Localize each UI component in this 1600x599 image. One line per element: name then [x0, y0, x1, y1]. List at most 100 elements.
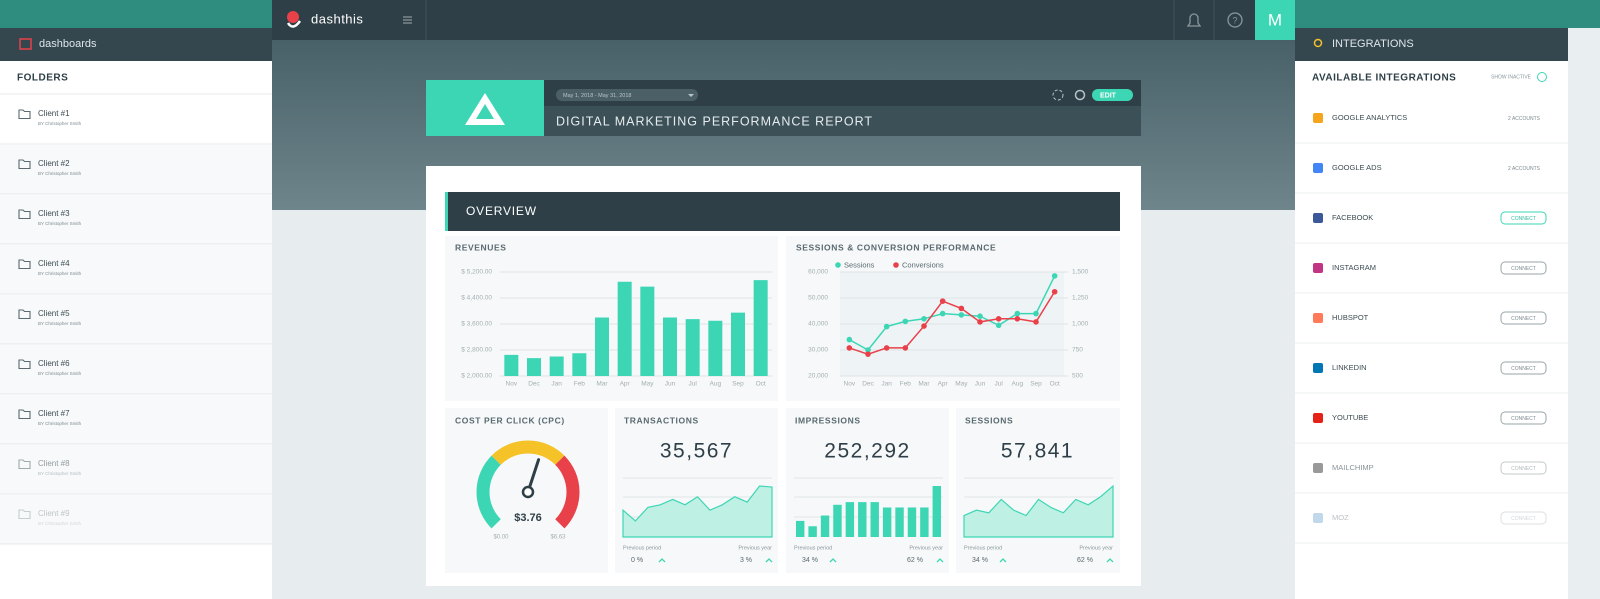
x-tick-label: Feb: [900, 381, 912, 388]
widget-title: IMPRESSIONS: [795, 415, 861, 425]
settings-button[interactable]: [1074, 89, 1086, 101]
share-button[interactable]: [1052, 89, 1064, 101]
client-row-bg: [0, 195, 272, 244]
show-inactive[interactable]: SHOW INACTIVE: [1491, 74, 1532, 80]
point: [921, 323, 927, 329]
up-arrow: [936, 558, 944, 563]
client-name[interactable]: Client #7: [38, 409, 70, 418]
y2-tick-label: 1,250: [1072, 295, 1089, 302]
client-row-bg: [0, 145, 272, 194]
integration-status: CONNECT: [1511, 366, 1536, 372]
widget: [445, 236, 778, 401]
integration-icon: [1313, 263, 1323, 273]
sparkline-bar: [808, 526, 817, 537]
client-name[interactable]: Client #8: [38, 459, 70, 468]
sparkline-bar: [870, 502, 879, 537]
y-tick-label: 50,000: [808, 295, 828, 302]
point: [939, 310, 946, 317]
compare-label: Previous period: [623, 545, 661, 551]
menu-button[interactable]: [403, 16, 412, 24]
point: [977, 319, 983, 325]
gauge-segment: [555, 455, 580, 529]
connect-button[interactable]: [1500, 311, 1547, 325]
client-name[interactable]: Client #2: [38, 159, 70, 168]
section-title: OVERVIEW: [466, 204, 537, 218]
point: [865, 347, 871, 353]
x-tick-label: May: [955, 381, 968, 388]
report-logo: [426, 80, 544, 136]
integration-name: GOOGLE ANALYTICS: [1332, 113, 1407, 122]
x-tick-label: Sep: [732, 381, 744, 388]
connect-button[interactable]: [1500, 461, 1547, 475]
notifications-button[interactable]: [1186, 13, 1202, 27]
folder-icon: [18, 459, 31, 470]
previous-period: 34 %: [972, 557, 988, 564]
date-picker[interactable]: [556, 89, 698, 101]
logo-text: dashthis: [311, 11, 363, 26]
point: [902, 318, 909, 325]
folders-label: FOLDERS: [17, 73, 68, 84]
bar: [504, 354, 519, 376]
report-logo-icon: [465, 93, 505, 125]
client-name[interactable]: Client #5: [38, 309, 70, 318]
x-tick-label: Jan: [551, 381, 562, 388]
point: [902, 345, 909, 351]
legend-label: Sessions: [844, 260, 875, 269]
integration-name: MAILCHIMP: [1332, 463, 1374, 472]
x-tick-label: Jul: [689, 381, 698, 388]
point: [846, 336, 853, 343]
legend-swatch: [835, 262, 841, 268]
y2-tick-label: 1,500: [1072, 269, 1089, 276]
report-title: DIGITAL MARKETING PERFORMANCE REPORT: [556, 114, 873, 128]
client-name[interactable]: Client #9: [38, 509, 70, 518]
x-tick-label: Oct: [1050, 381, 1060, 388]
widget-title: SESSIONS: [965, 415, 1013, 425]
x-tick-label: Mar: [596, 381, 608, 388]
connect-button[interactable]: [1500, 411, 1547, 425]
connect-button[interactable]: [1500, 261, 1547, 275]
client-owner: BY Christopher Smith: [38, 221, 82, 226]
client-owner: BY Christopher Smith: [38, 371, 82, 376]
show-inactive-toggle[interactable]: [1537, 72, 1547, 82]
client-name[interactable]: Client #3: [38, 209, 70, 218]
edit-button[interactable]: [1092, 89, 1133, 101]
widget: [615, 408, 778, 573]
help-button[interactable]: [1227, 12, 1243, 28]
gauge-segment: [476, 455, 501, 529]
point: [883, 323, 890, 330]
right-title: INTEGRATIONS: [1332, 38, 1414, 50]
avatar-button[interactable]: [1255, 0, 1295, 40]
kpi-value: 252,292: [824, 440, 910, 463]
point: [1014, 316, 1021, 322]
sparkline-bar: [882, 507, 892, 537]
folder-icon: [18, 409, 31, 420]
client-owner: BY Christopher Smith: [38, 421, 82, 426]
integration-icon: [1313, 163, 1323, 173]
client-row-bg: [0, 295, 272, 344]
sparkline-bar: [907, 507, 917, 537]
client-name[interactable]: Client #4: [38, 259, 70, 268]
widget: [786, 408, 949, 573]
y-tick-label: 60,000: [808, 269, 828, 276]
client-row-bg: [0, 395, 272, 444]
connect-button[interactable]: [1500, 511, 1547, 525]
previous-period: 34 %: [802, 557, 818, 564]
client-name[interactable]: Client #6: [38, 359, 70, 368]
line: [849, 291, 1056, 355]
x-tick-label: Apr: [938, 381, 949, 388]
integration-name: GOOGLE ADS: [1332, 163, 1382, 172]
sparkline-bar: [833, 504, 842, 537]
up-arrow: [999, 558, 1007, 563]
connect-button[interactable]: [1500, 361, 1547, 375]
logo-mark: [287, 11, 299, 23]
widget: [956, 408, 1120, 573]
previous-year: 62 %: [907, 557, 923, 564]
client-name[interactable]: Client #1: [38, 109, 70, 118]
connect-button[interactable]: [1500, 211, 1547, 225]
y-tick-label: $ 2,000.00: [461, 373, 492, 380]
bar: [549, 356, 564, 376]
point: [1014, 310, 1021, 317]
gauge-hub: [521, 485, 535, 499]
x-tick-label: Jan: [881, 381, 892, 388]
